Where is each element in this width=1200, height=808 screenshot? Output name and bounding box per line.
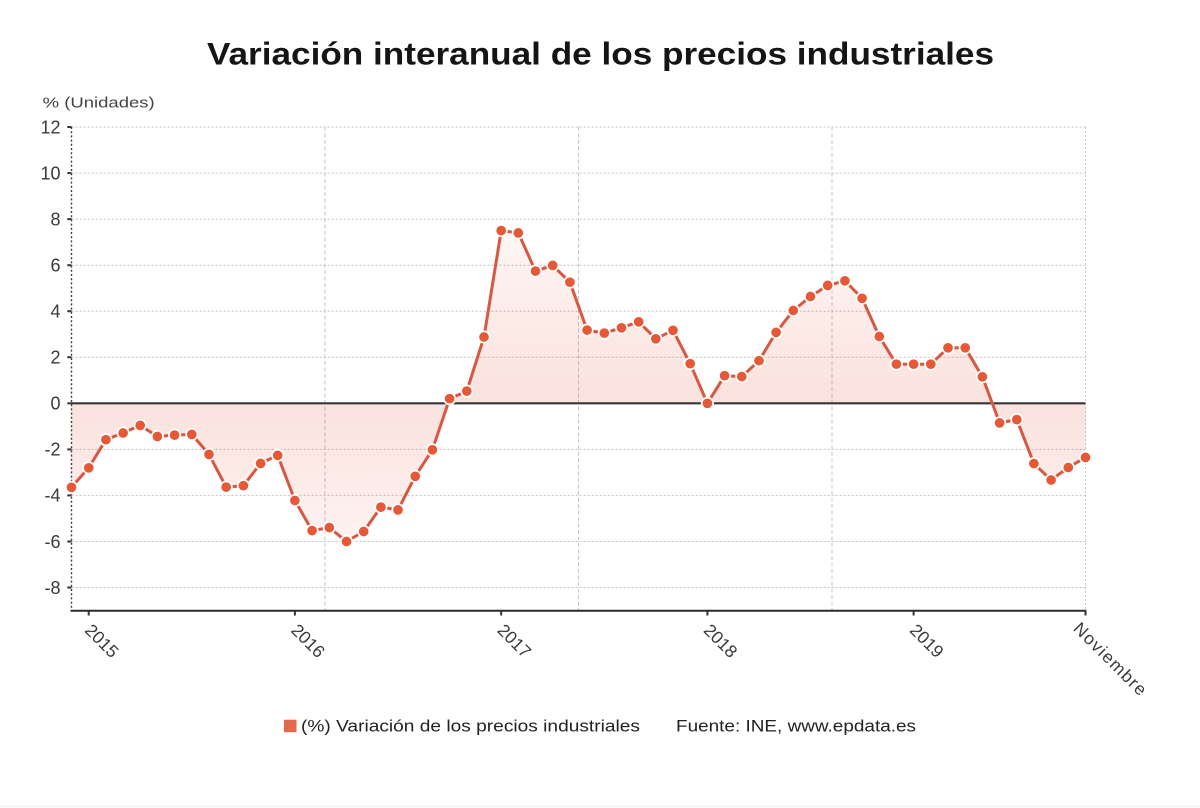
- svg-text:10: 10: [40, 163, 60, 183]
- svg-text:-4: -4: [44, 486, 60, 506]
- svg-text:12: 12: [40, 117, 60, 137]
- svg-text:Variación interanual de los pr: Variación interanual de los precios indu…: [207, 35, 994, 71]
- svg-text:-6: -6: [44, 532, 60, 552]
- svg-text:4: 4: [50, 302, 60, 322]
- svg-text:0: 0: [50, 394, 60, 414]
- svg-text:(%) Variación de los precios i: (%) Variación de los precios industriale…: [301, 716, 640, 735]
- svg-text:8: 8: [50, 209, 60, 229]
- svg-text:-8: -8: [44, 578, 60, 598]
- svg-text:6: 6: [50, 256, 60, 276]
- svg-text:2: 2: [50, 348, 60, 368]
- svg-text:Fuente: INE, www.epdata.es: Fuente: INE, www.epdata.es: [676, 716, 916, 735]
- svg-text:-2: -2: [44, 440, 60, 460]
- svg-text:% (Unidades): % (Unidades): [43, 95, 155, 112]
